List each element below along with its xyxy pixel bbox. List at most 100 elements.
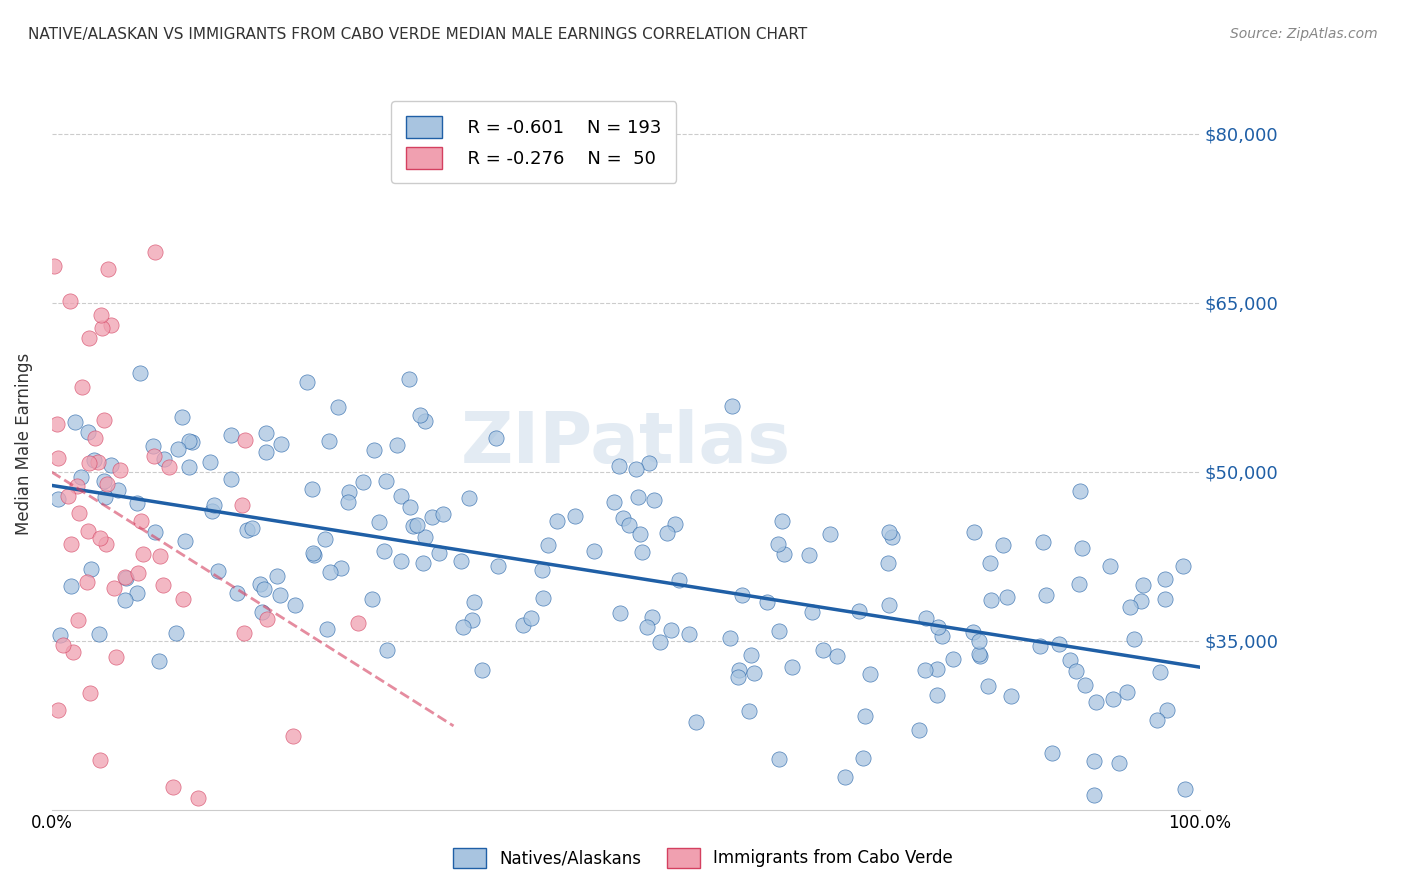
- Point: [564, 509, 586, 524]
- Point: [66, 613, 89, 627]
- Point: [157, 459, 180, 474]
- Point: [103, 582, 125, 596]
- Point: [546, 514, 568, 528]
- Point: [177, 434, 200, 448]
- Point: [1035, 588, 1057, 602]
- Point: [738, 704, 761, 718]
- Point: [852, 750, 875, 764]
- Point: [609, 606, 631, 620]
- Point: [142, 449, 165, 463]
- Point: [648, 635, 671, 649]
- Point: [942, 652, 965, 666]
- Point: [62, 645, 84, 659]
- Point: [93, 412, 115, 426]
- Point: [172, 592, 194, 607]
- Point: [853, 709, 876, 723]
- Point: [1153, 591, 1175, 606]
- Point: [301, 482, 323, 496]
- Point: [67, 506, 90, 520]
- Point: [536, 538, 558, 552]
- Point: [927, 620, 949, 634]
- Point: [485, 431, 508, 445]
- Point: [731, 587, 754, 601]
- Point: [143, 245, 166, 260]
- Point: [413, 414, 436, 428]
- Point: [46, 492, 69, 507]
- Point: [398, 500, 420, 515]
- Point: [770, 514, 793, 528]
- Point: [153, 452, 176, 467]
- Point: [315, 622, 337, 636]
- Point: [859, 667, 882, 681]
- Point: [65, 416, 87, 430]
- Point: [127, 566, 149, 580]
- Point: [486, 558, 509, 573]
- Point: [107, 483, 129, 497]
- Point: [617, 517, 640, 532]
- Point: [969, 647, 991, 661]
- Point: [115, 571, 138, 585]
- Point: [818, 526, 841, 541]
- Point: [1083, 754, 1105, 768]
- Point: [56, 489, 79, 503]
- Point: [70, 379, 93, 393]
- Point: [655, 525, 678, 540]
- Point: [89, 753, 111, 767]
- Point: [391, 554, 413, 568]
- Point: [1069, 483, 1091, 498]
- Point: [142, 439, 165, 453]
- Point: [1154, 572, 1177, 586]
- Point: [93, 475, 115, 489]
- Point: [627, 490, 650, 504]
- Point: [100, 458, 122, 472]
- Point: [512, 618, 534, 632]
- Point: [631, 545, 654, 559]
- Point: [162, 780, 184, 795]
- Point: [60, 537, 83, 551]
- Point: [766, 537, 789, 551]
- Point: [756, 595, 779, 609]
- Point: [718, 631, 741, 645]
- Point: [1047, 637, 1070, 651]
- Point: [401, 519, 423, 533]
- Point: [318, 434, 340, 448]
- Point: [877, 524, 900, 539]
- Legend:   R = -0.601    N = 193,   R = -0.276    N =  50: R = -0.601 N = 193, R = -0.276 N = 50: [391, 101, 676, 183]
- Point: [125, 496, 148, 510]
- Point: [1000, 689, 1022, 703]
- Point: [240, 521, 263, 535]
- Point: [97, 262, 120, 277]
- Point: [995, 590, 1018, 604]
- Point: [1149, 665, 1171, 680]
- Point: [249, 577, 271, 591]
- Point: [813, 643, 835, 657]
- Point: [329, 561, 352, 575]
- Point: [1123, 632, 1146, 646]
- Point: [1146, 713, 1168, 727]
- Legend: Natives/Alaskans, Immigrants from Cabo Verde: Natives/Alaskans, Immigrants from Cabo V…: [446, 841, 960, 875]
- Point: [1083, 788, 1105, 802]
- Point: [398, 372, 420, 386]
- Point: [1029, 640, 1052, 654]
- Point: [314, 532, 336, 546]
- Point: [1098, 559, 1121, 574]
- Point: [187, 791, 209, 805]
- Point: [991, 538, 1014, 552]
- Point: [1059, 652, 1081, 666]
- Point: [915, 611, 938, 625]
- Point: [668, 574, 690, 588]
- Point: [270, 437, 292, 451]
- Point: [801, 605, 824, 619]
- Point: [531, 563, 554, 577]
- Point: [742, 665, 765, 680]
- Point: [636, 620, 658, 634]
- Point: [772, 547, 794, 561]
- Point: [46, 703, 69, 717]
- Point: [269, 588, 291, 602]
- Point: [284, 598, 307, 612]
- Point: [458, 491, 481, 506]
- Point: [352, 475, 374, 490]
- Point: [768, 752, 790, 766]
- Point: [42, 260, 65, 274]
- Point: [825, 648, 848, 663]
